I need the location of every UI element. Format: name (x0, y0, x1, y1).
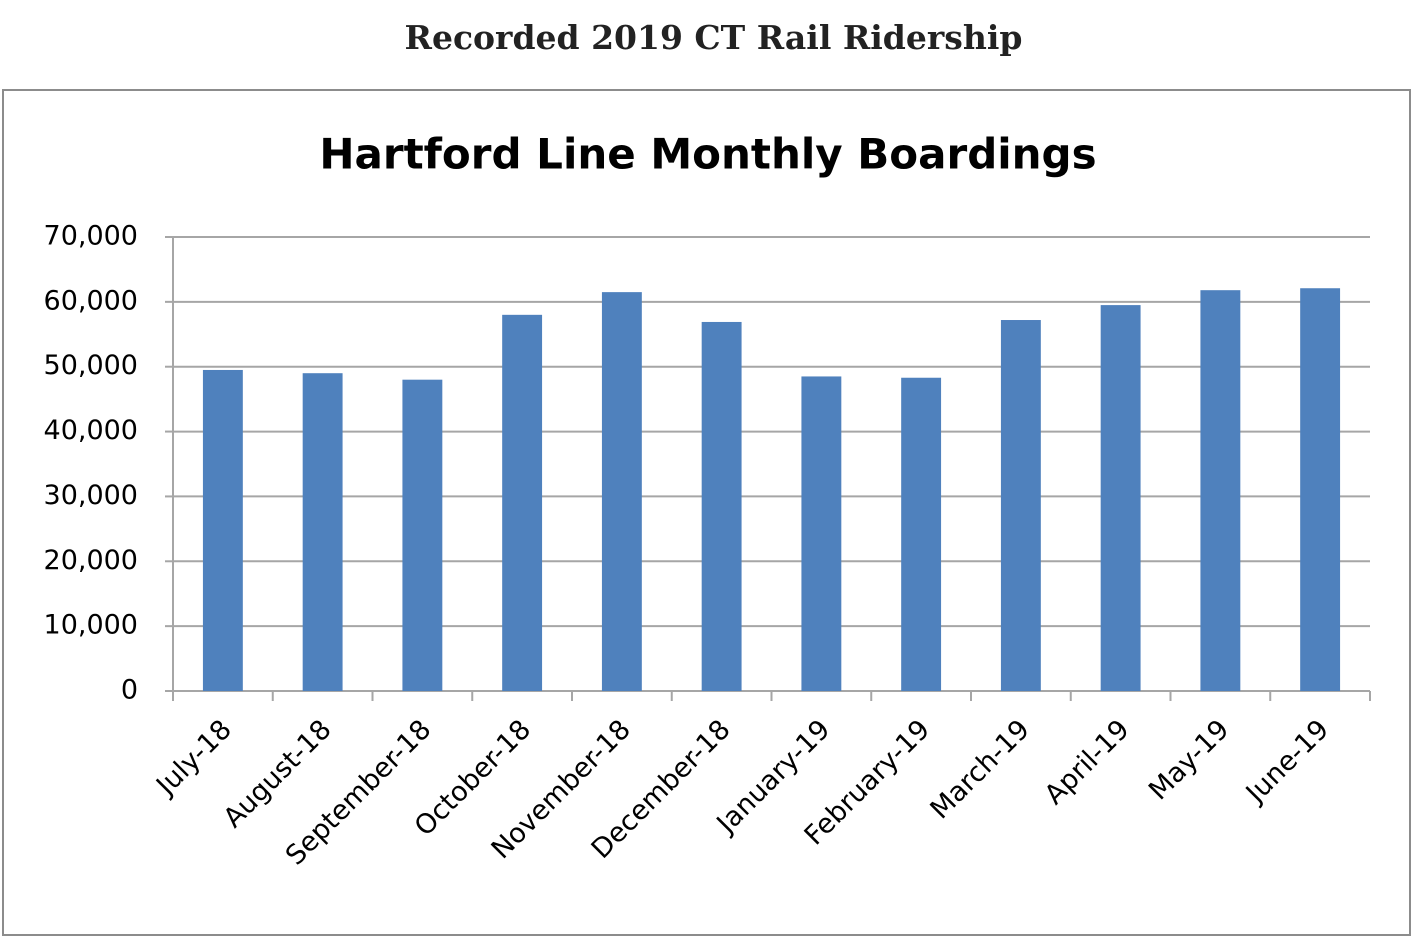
bar (601, 292, 642, 691)
bar (302, 373, 343, 691)
y-tick-label: 40,000 (44, 415, 138, 446)
x-tick-label: April-19 (1039, 714, 1136, 811)
y-tick-label: 0 (121, 675, 138, 706)
x-tick-label: July-18 (149, 714, 238, 803)
bar (1300, 288, 1341, 691)
chart-frame (2, 89, 1411, 936)
page-title: Recorded 2019 CT Rail Ridership (404, 18, 1023, 57)
x-tick-label: March-19 (925, 714, 1036, 825)
chart-title: Hartford Line Monthly Boardings (319, 130, 1096, 179)
bar (1100, 305, 1141, 691)
y-tick-label: 10,000 (44, 610, 138, 641)
y-tick-label: 70,000 (44, 221, 138, 252)
bar (901, 377, 942, 691)
x-tick-label: June-19 (1239, 714, 1335, 810)
y-tick-label: 20,000 (44, 545, 138, 576)
bar (1000, 320, 1041, 691)
x-tick-label: May-19 (1143, 714, 1235, 806)
y-tick-label: 30,000 (44, 480, 138, 511)
bar (701, 321, 742, 691)
bar (1200, 290, 1241, 691)
y-tick-label: 50,000 (44, 350, 138, 381)
y-tick-label: 60,000 (44, 285, 138, 316)
bar (202, 369, 243, 691)
bar (402, 379, 443, 691)
bar (502, 314, 543, 691)
bar (801, 376, 842, 691)
